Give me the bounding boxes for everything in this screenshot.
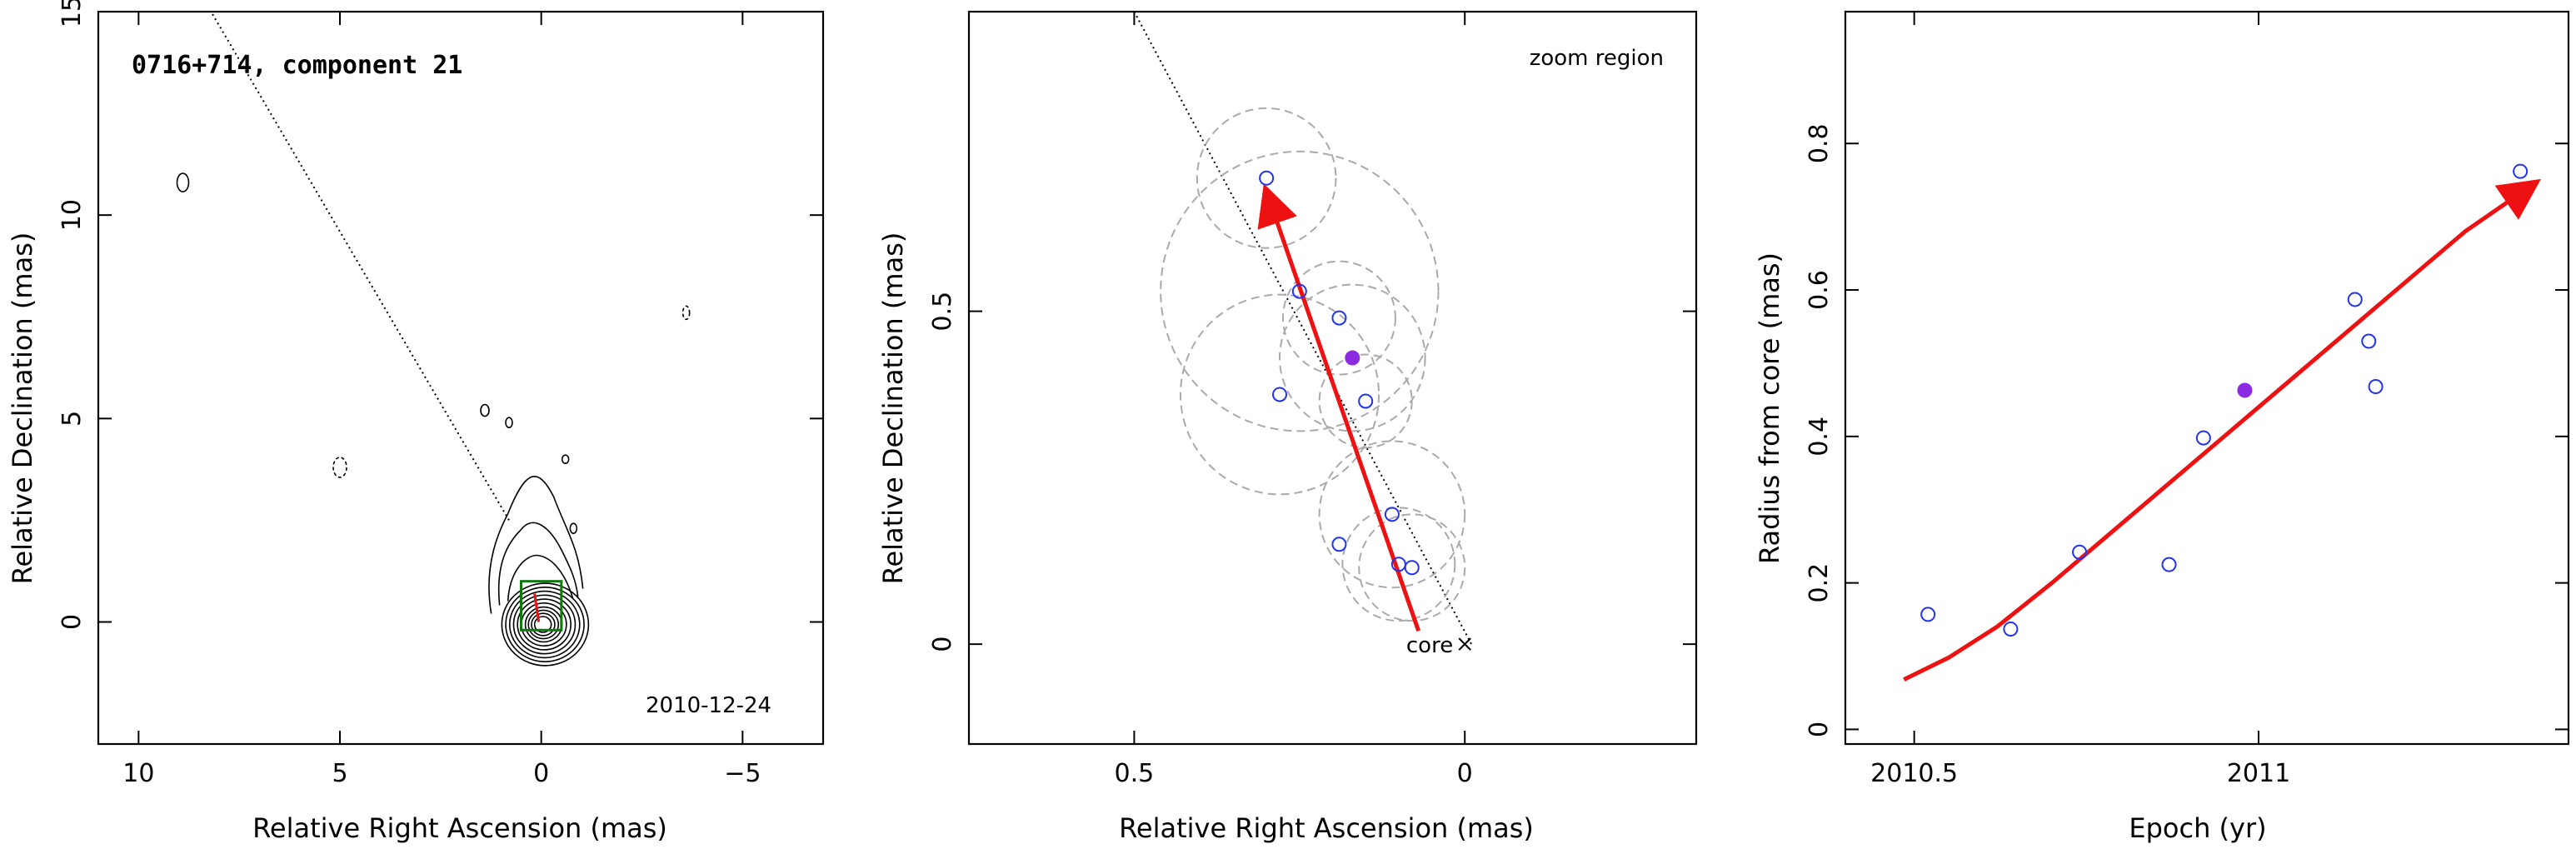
panel-3-ytick-label: 0.6 <box>1805 270 1834 310</box>
panel-2-point <box>1358 393 1374 409</box>
panel-2-error-circle <box>1318 440 1466 589</box>
panel-3-ylabel: Radius from core (mas) <box>1754 252 1785 564</box>
panel-1-frame <box>97 10 825 746</box>
contour-blob <box>681 305 691 321</box>
panel-2-error-circle <box>1358 513 1466 622</box>
panel-1-ytick-label: 10 <box>57 199 87 231</box>
panel-2-error-circle <box>1279 283 1426 432</box>
panel-2-error-circle <box>1160 150 1440 432</box>
contour-blob <box>561 454 570 464</box>
panel-2-error-circle <box>1341 507 1456 622</box>
panel-1-contours <box>176 172 691 667</box>
panel-3-ytick-label: 0.4 <box>1805 417 1834 457</box>
panel-3-ytick-label: 0.8 <box>1805 123 1834 163</box>
panel-2-fit-arrow <box>1257 183 1421 632</box>
panel-3-point <box>2513 163 2529 179</box>
panel-2-frame <box>967 10 1698 746</box>
panel-3-point <box>2161 557 2177 572</box>
panel-3-point <box>2072 544 2088 560</box>
panel-2-point <box>1259 170 1275 186</box>
contour-ring <box>505 587 585 662</box>
panel-3-point <box>2368 379 2384 395</box>
panel-2-xtick-label: 0.5 <box>1115 759 1155 788</box>
panel-3-radius-vs-epoch: Epoch (yr) Radius from core (mas) 2010.5… <box>1754 10 2570 844</box>
panel-1-arrow <box>533 593 541 622</box>
panel-3-xlabel: Epoch (yr) <box>2129 812 2266 844</box>
panel-3-ytick-label: 0 <box>1805 722 1834 737</box>
panel-1-title: 0716+714, component 21 <box>132 51 462 80</box>
contour-blob <box>480 403 490 417</box>
panel-3-point <box>2361 333 2377 349</box>
panel-1-ylabel: Relative Declination (mas) <box>7 232 38 585</box>
contour-ring <box>533 616 552 633</box>
panel-2-error-circle <box>1281 260 1396 376</box>
contour-ring <box>527 609 560 640</box>
panel-3-point <box>2003 621 2019 637</box>
panel-1-xtick-label: 0 <box>533 759 549 788</box>
contour-jet-inner <box>507 554 574 602</box>
panel-2-core-label: core <box>1406 633 1453 658</box>
panel-2-jet-axis-line <box>1133 11 1473 645</box>
contour-ring <box>501 582 590 667</box>
panel-2-zoom: zoom region Relative Right Ascension (ma… <box>877 10 1698 844</box>
panel-2-highlight-point <box>1345 350 1360 366</box>
panel-2-point <box>1331 310 1347 326</box>
panel-2-annotation: zoom region <box>1530 46 1664 71</box>
panel-1-jet-axis-line <box>210 11 510 521</box>
panel-2-error-circle <box>1196 107 1337 249</box>
panel-1-date: 2010-12-24 <box>646 693 771 718</box>
contour-ring <box>512 594 577 655</box>
panel-3-frame <box>1844 10 2570 746</box>
panel-1-xtick-label: 10 <box>122 759 154 788</box>
panel-2-error-circle <box>1179 293 1380 496</box>
contour-ring <box>517 598 572 651</box>
panel-1-ytick-label: 5 <box>57 411 87 427</box>
panel-1-ytick-label: 0 <box>57 614 87 630</box>
panel-1-ytick-label: 15 <box>57 0 87 27</box>
contour-ring <box>531 612 556 637</box>
panel-2-point <box>1291 283 1307 299</box>
panel-3-fit-curve <box>1903 178 2541 682</box>
panel-3-xtick-label: 2010.5 <box>1870 759 1958 788</box>
panel-1-xtick-label: −5 <box>724 759 761 788</box>
panel-1-xlabel: Relative Right Ascension (mas) <box>252 812 667 844</box>
contour-ring <box>524 606 563 643</box>
panel-3-point <box>2195 430 2211 446</box>
panel-1-vlbi-map: 0716+714, component 21 2010-12-24 Relati… <box>7 0 825 844</box>
panel-1-zoom-box <box>520 580 563 632</box>
panel-2-xtick-label: 0 <box>1457 759 1473 788</box>
panel-3-ytick-label: 0.2 <box>1805 563 1834 603</box>
panel-3-highlight-point <box>2237 382 2253 398</box>
contour-blob <box>505 417 513 429</box>
panel-2-ylabel: Relative Declination (mas) <box>877 232 909 585</box>
panel-2-point <box>1384 507 1400 522</box>
panel-3-xtick-label: 2011 <box>2227 759 2290 788</box>
panel-3-point <box>1920 607 1936 622</box>
contour-blob <box>176 172 190 192</box>
contour-jet-outer <box>488 476 584 614</box>
panel-3-point <box>2347 292 2363 307</box>
panel-2-xlabel: Relative Right Ascension (mas) <box>1119 812 1534 844</box>
contour-jet-mid <box>497 522 579 606</box>
contour-blob <box>332 457 347 478</box>
panel-2-point <box>1272 387 1288 402</box>
contour-blob <box>569 522 578 534</box>
panel-2-core-marker <box>1458 637 1471 651</box>
contour-ring <box>508 590 581 659</box>
panel-2-ytick-label: 0 <box>928 637 957 652</box>
panel-2-ytick-label: 0.5 <box>928 292 957 332</box>
panel-2-point <box>1331 537 1347 552</box>
panel-1-xtick-label: 5 <box>332 759 347 788</box>
panel-2-point <box>1404 560 1420 576</box>
